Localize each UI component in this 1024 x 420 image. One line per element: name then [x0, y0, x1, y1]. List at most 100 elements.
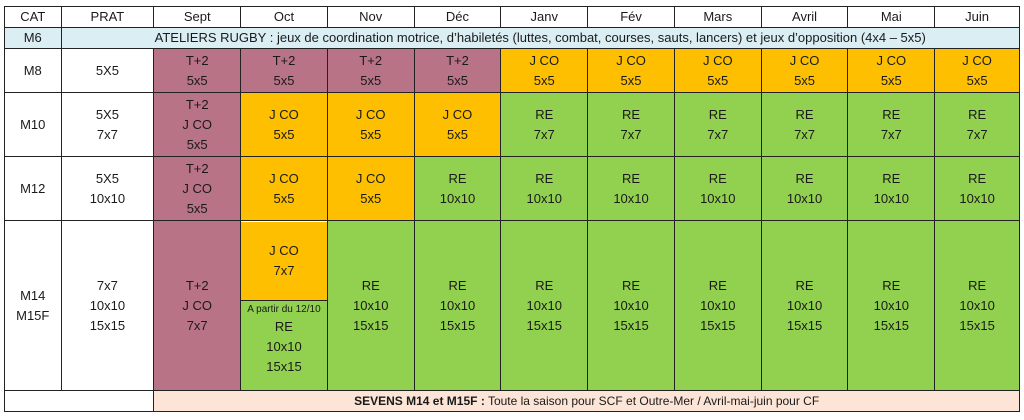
m8-mars-cell: J CO 5x5	[673, 48, 762, 93]
m14-juin-cell: RE 10x10 15x15	[934, 220, 1020, 391]
m12-nov-cell: J CO 5x5	[326, 156, 415, 221]
cell-line: 5x5	[273, 126, 295, 142]
cat-m8: M8	[4, 48, 62, 93]
prat-line: 10x10	[89, 297, 126, 313]
m12-sept-cell: T+2 J CO 5x5	[153, 156, 242, 221]
m14-nov-cell: RE 10x10 15x15	[326, 220, 415, 391]
cell-line: RE	[795, 277, 814, 293]
cell-line: J CO	[702, 52, 733, 68]
cell-line: RE	[448, 277, 467, 293]
m14-janv-cell: RE 10x10 15x15	[500, 220, 589, 391]
cell-line: 15x15	[873, 317, 910, 333]
cell-line: 10x10	[700, 190, 736, 206]
cell-line: 5x5	[620, 72, 642, 88]
m8-oct-cell: T+2 5x5	[240, 48, 328, 93]
header-mars: Mars	[673, 6, 762, 28]
m14-dec-cell: RE 10x10 15x15	[413, 220, 502, 391]
header-dec: Déc	[413, 6, 502, 28]
cell-line: 15x15	[700, 317, 736, 333]
prat-m12: 5X5 10x10	[60, 156, 155, 221]
cell-line: 5x5	[447, 126, 468, 142]
cell-line: 7x7	[794, 126, 816, 142]
m10-nov-cell: J CO 5x5	[326, 92, 415, 157]
m12-avril-cell: RE 10x10	[760, 156, 849, 221]
cell-line: 5x5	[360, 126, 382, 142]
row-m12: M12 5X5 10x10 T+2 J CO 5x5 J CO 5x5 J CO 5x5 …	[4, 156, 1020, 221]
cell-line: T+2	[446, 52, 469, 68]
cell-line: 10x10	[439, 190, 476, 206]
m12-janv-cell: RE 10x10	[500, 156, 589, 221]
m14-avril-cell: RE 10x10 15x15	[760, 220, 849, 391]
cell-line: 10x10	[700, 297, 736, 313]
m12-mai-cell: RE 10x10	[847, 156, 936, 221]
header-avril: Avril	[760, 6, 849, 28]
sevens-text: Toute la saison pour SCF et Outre-Mer / …	[484, 394, 820, 408]
cell-line: 5x5	[794, 72, 816, 88]
m8-fev-cell: J CO 5x5	[587, 48, 675, 93]
cell-line: RE	[621, 106, 641, 122]
m14-oct-cell: J CO 7x7 A partir du 12/10 RE 10x10 15x15	[240, 220, 328, 391]
cell-line: 10x10	[873, 190, 910, 206]
cell-line: 7x7	[707, 126, 729, 142]
cat-line: M15F	[16, 307, 50, 323]
cell-line: RE	[535, 106, 554, 122]
sevens-title: SEVENS M14 et M15F :	[354, 394, 485, 408]
cat-line: M14	[20, 287, 46, 303]
cell-line: 10x10	[353, 297, 389, 313]
cell-line: 5x5	[186, 72, 208, 88]
cell-line: 15x15	[266, 358, 302, 374]
cell-line: J CO	[616, 52, 646, 68]
header-nov: Nov	[326, 6, 415, 28]
m14-oct-bottom: A partir du 12/10 RE 10x10 15x15	[241, 299, 327, 390]
cell-line: T+2	[185, 160, 209, 176]
cell-line: 10x10	[959, 190, 995, 206]
cell-line: J CO	[529, 52, 560, 68]
cell-line: J CO	[182, 116, 212, 132]
cell-line: RE	[535, 170, 554, 186]
cell-line: RE	[621, 277, 641, 293]
cell-line: J CO	[876, 52, 907, 68]
m8-janv-cell: J CO 5x5	[500, 48, 589, 93]
cell-line: RE	[882, 277, 901, 293]
m10-oct-cell: J CO 5x5	[240, 92, 328, 157]
m8-avril-cell: J CO 5x5	[760, 48, 849, 93]
cell-line: 5x5	[447, 72, 468, 88]
header-sept: Sept	[153, 6, 242, 28]
m12-mars-cell: RE 10x10	[673, 156, 762, 221]
cell-line: RE	[968, 277, 987, 293]
cell-line: 10x10	[439, 297, 476, 313]
cell-line: RE	[795, 170, 814, 186]
cell-line: J CO	[182, 297, 212, 313]
cell-line: T+2	[272, 52, 296, 68]
prat-line: 7x7	[96, 277, 118, 293]
cell-line: RE	[795, 106, 814, 122]
cell-line: T+2	[359, 52, 383, 68]
cell-line: RE	[968, 106, 987, 122]
cell-line: 15x15	[613, 317, 649, 333]
cell-line: 5x5	[880, 72, 902, 88]
m6-ateliers-text: ATELIERS RUGBY : jeux de coordination mo…	[60, 27, 1020, 49]
prat-line: 5X5	[95, 170, 119, 186]
row-m6: M6 ATELIERS RUGBY : jeux de coordination…	[4, 27, 1020, 49]
cell-line: 10x10	[613, 190, 649, 206]
cell-line: RE	[708, 277, 727, 293]
cat-m14: M14 M15F	[4, 220, 62, 391]
cell-line: 5x5	[273, 190, 295, 206]
cell-line: J CO	[269, 170, 299, 186]
cell-line: 7x7	[273, 262, 295, 278]
row-sevens: SEVENS M14 et M15F : Toute la saison pou…	[3, 390, 1020, 412]
m8-mai-cell: J CO 5x5	[847, 48, 936, 93]
cell-line: RE	[968, 170, 987, 186]
m10-janv-cell: RE 7x7	[500, 92, 589, 157]
cell-line: 7x7	[966, 126, 988, 142]
m12-oct-cell: J CO 5x5	[240, 156, 328, 221]
m14-mai-cell: RE 10x10 15x15	[847, 220, 936, 391]
cell-line: 5x5	[533, 72, 555, 88]
cell-line: 7x7	[620, 126, 642, 142]
cell-line: J CO	[355, 106, 386, 122]
cell-line: RE	[448, 170, 467, 186]
cell-line: RE	[882, 170, 901, 186]
m10-juin-cell: RE 7x7	[934, 92, 1020, 157]
m14-fev-cell: RE 10x10 15x15	[587, 220, 675, 391]
cat-m12: M12	[4, 156, 62, 221]
